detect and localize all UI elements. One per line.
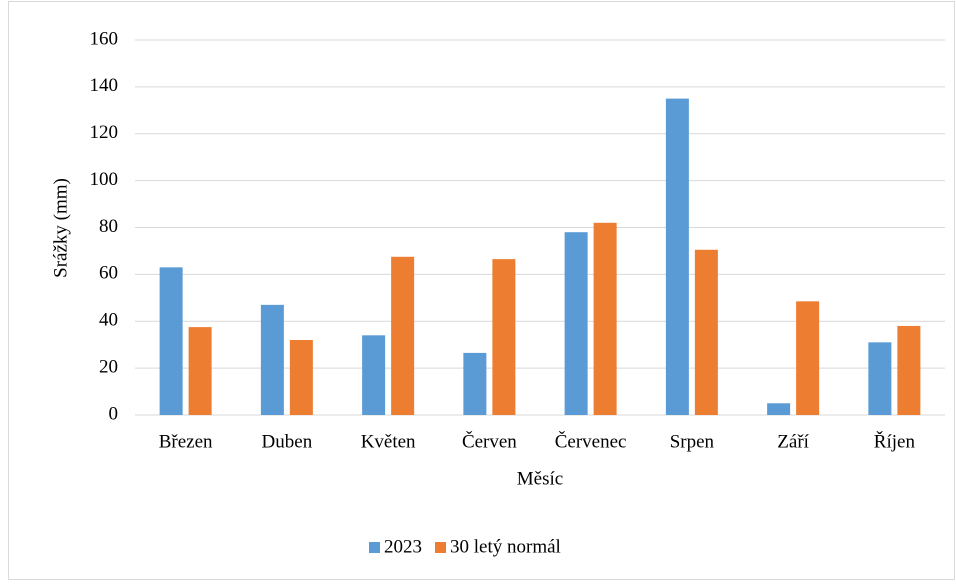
bar <box>694 249 718 415</box>
legend-swatch <box>369 542 380 553</box>
y-tick-label: 60 <box>99 263 118 284</box>
bar <box>796 301 820 415</box>
y-tick-label: 20 <box>99 356 118 377</box>
bar <box>159 267 183 415</box>
bar <box>362 335 386 415</box>
x-tick-label: Duben <box>262 431 313 452</box>
y-tick-label: 100 <box>90 169 119 190</box>
y-tick-label: 40 <box>99 310 118 331</box>
bar <box>463 352 487 415</box>
x-tick-label: Říjen <box>874 430 916 452</box>
x-tick-label: Březen <box>159 431 213 452</box>
bar <box>593 222 617 415</box>
bar <box>289 340 313 415</box>
bar <box>767 403 791 415</box>
x-axis-title: Měsíc <box>517 468 563 489</box>
x-tick-label: Září <box>777 431 809 452</box>
legend-swatch <box>435 542 446 553</box>
y-tick-label: 140 <box>90 75 119 96</box>
legend-label: 2023 <box>384 536 422 557</box>
bar <box>897 325 921 415</box>
bar <box>564 232 588 415</box>
bar <box>868 342 892 415</box>
bar <box>391 256 415 415</box>
x-tick-label: Červenec <box>555 430 627 452</box>
y-tick-label: 120 <box>90 122 119 143</box>
x-tick-label: Červen <box>462 430 517 452</box>
x-tick-label: Květen <box>361 431 416 452</box>
bar <box>665 98 689 415</box>
y-tick-label: 0 <box>109 403 119 424</box>
x-tick-label: Srpen <box>670 431 715 452</box>
bar <box>188 327 212 415</box>
y-axis-title: Srážky (mm) <box>50 178 71 278</box>
legend-label: 30 letý normál <box>450 536 561 557</box>
bar <box>260 304 284 415</box>
chart-border <box>8 1 955 580</box>
y-tick-label: 80 <box>99 216 118 237</box>
y-tick-label: 160 <box>90 28 119 49</box>
bar <box>492 259 516 415</box>
